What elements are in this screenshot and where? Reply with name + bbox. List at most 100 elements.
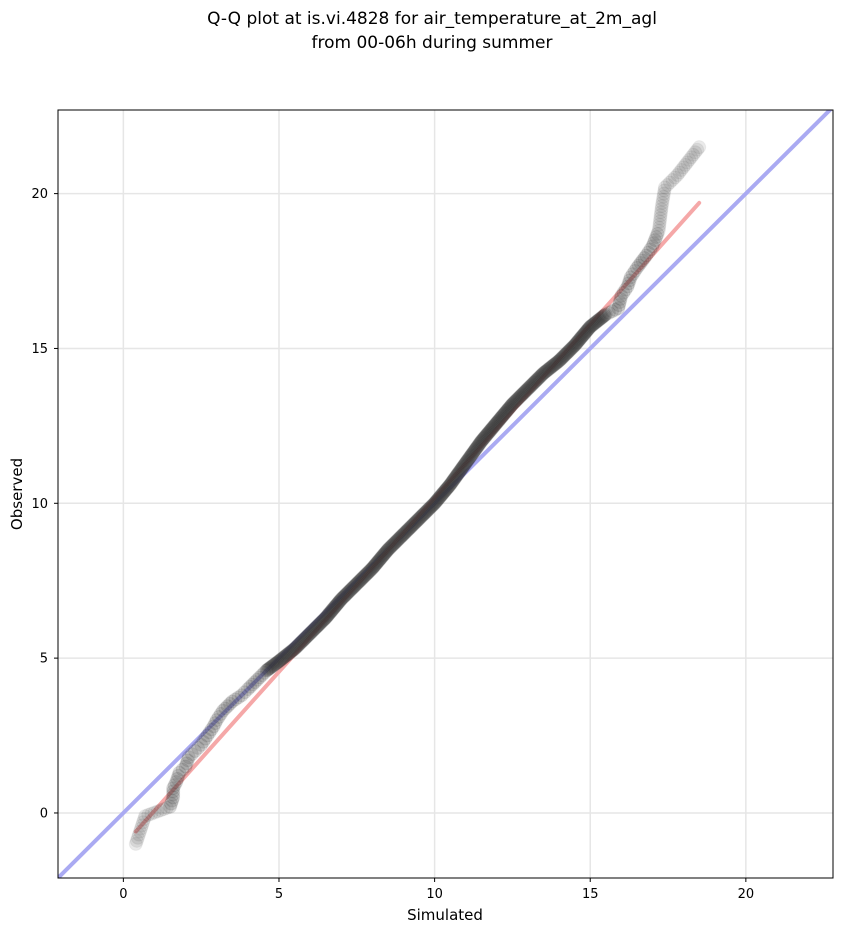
data-point	[578, 325, 593, 340]
data-point	[597, 308, 612, 323]
data-point	[474, 434, 489, 449]
data-point	[596, 309, 611, 324]
data-point	[670, 168, 685, 183]
data-point	[436, 485, 451, 500]
data-point	[378, 546, 393, 561]
data-point	[208, 716, 223, 731]
data-point	[514, 388, 529, 403]
data-point	[340, 585, 355, 600]
data-point	[485, 420, 500, 435]
data-point	[437, 484, 452, 499]
data-point	[133, 821, 148, 836]
data-point	[343, 583, 358, 598]
data-point	[424, 499, 439, 514]
data-point	[211, 709, 226, 724]
data-point	[513, 389, 528, 404]
data-point	[377, 547, 392, 562]
data-point	[328, 599, 343, 614]
data-point	[488, 416, 503, 431]
data-point	[166, 787, 181, 802]
fit-line-group	[133, 200, 702, 834]
data-point	[459, 454, 474, 469]
data-point	[331, 595, 346, 610]
data-point	[369, 556, 384, 571]
data-point	[194, 737, 209, 752]
data-point	[318, 610, 333, 625]
data-point	[337, 588, 352, 603]
chart-title: Q-Q plot at is.vi.4828 for air_temperatu…	[207, 9, 657, 29]
data-point	[548, 356, 563, 371]
data-point	[464, 448, 479, 463]
data-point	[649, 229, 664, 244]
data-point	[264, 659, 279, 674]
data-point	[132, 824, 147, 839]
data-point	[167, 778, 182, 793]
plot-frame	[57, 109, 834, 879]
data-point	[394, 529, 409, 544]
data-point	[388, 535, 403, 549]
data-point	[536, 366, 551, 381]
data-point	[365, 561, 380, 576]
y-tick-label: 5	[40, 652, 48, 667]
data-point	[393, 530, 408, 545]
data-point	[269, 656, 284, 671]
data-point	[483, 423, 498, 438]
data-point	[297, 631, 312, 646]
data-point	[431, 491, 446, 506]
data-point	[482, 425, 497, 440]
data-point	[589, 315, 604, 330]
data-point	[378, 545, 393, 560]
data-point	[575, 329, 590, 344]
data-point	[657, 180, 672, 195]
data-point	[254, 668, 269, 683]
data-point	[321, 607, 336, 622]
data-point	[627, 264, 642, 279]
data-point	[637, 251, 652, 266]
data-point	[231, 690, 246, 705]
data-point	[339, 586, 354, 601]
data-point	[444, 476, 459, 491]
data-point	[497, 406, 512, 421]
fit-line	[133, 200, 702, 834]
data-point	[307, 621, 322, 636]
data-point	[584, 318, 599, 333]
data-point	[586, 316, 601, 331]
data-point	[540, 363, 555, 378]
data-point	[237, 685, 252, 700]
data-point	[384, 539, 399, 554]
data-point	[334, 592, 349, 607]
data-point	[479, 428, 494, 443]
data-point	[262, 661, 277, 676]
data-point	[187, 744, 202, 759]
data-point	[466, 444, 481, 459]
data-point	[486, 419, 501, 434]
data-point	[455, 461, 470, 476]
reference-line-group	[58, 110, 833, 878]
data-point	[279, 648, 294, 663]
data-point	[450, 467, 465, 482]
data-point	[445, 473, 460, 488]
data-point	[620, 279, 635, 294]
data-point	[595, 310, 610, 325]
data-point	[362, 564, 377, 579]
data-point	[633, 255, 648, 270]
data-point	[366, 560, 381, 575]
data-point	[280, 647, 295, 662]
data-point	[128, 836, 143, 851]
data-point	[676, 160, 691, 175]
data-point	[206, 719, 221, 734]
data-point	[136, 815, 151, 830]
data-point	[349, 576, 364, 591]
data-point	[363, 563, 378, 578]
data-point	[591, 313, 606, 328]
data-point	[166, 790, 181, 805]
data-point	[346, 580, 361, 595]
data-point	[524, 378, 539, 393]
data-point	[688, 145, 703, 160]
data-point	[364, 562, 379, 577]
data-point	[527, 375, 542, 390]
data-point	[281, 646, 296, 661]
data-point	[301, 627, 316, 642]
data-point	[320, 608, 335, 623]
